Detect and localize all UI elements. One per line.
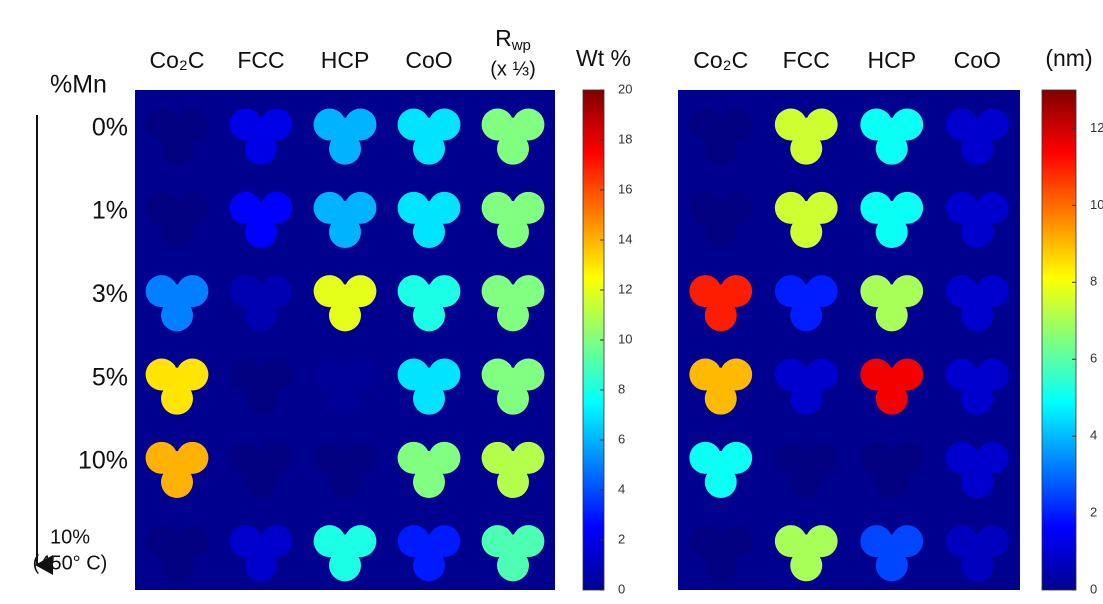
- colorbar-tick-label: 12: [618, 281, 632, 296]
- colorbar-tick-label: 20: [618, 81, 632, 96]
- colorbar-tick-label: 12: [1090, 120, 1103, 135]
- cell-map: [397, 108, 461, 165]
- cell-map: [481, 525, 545, 582]
- cell-map: [481, 441, 545, 498]
- colorbar-tick-label: 6: [618, 431, 625, 446]
- column-header: FCC: [783, 47, 830, 73]
- row-label: 10%: [50, 527, 90, 549]
- column-header: Rwp: [495, 25, 531, 54]
- cell-map: [689, 441, 753, 498]
- cell-map: [145, 191, 209, 248]
- header-note: (x ⅓): [490, 58, 536, 80]
- cell-map: [313, 108, 377, 165]
- cell-map: [313, 441, 377, 498]
- cell-map: [945, 108, 1009, 165]
- cell-map: [229, 275, 293, 332]
- cell-map: [313, 191, 377, 248]
- cell-map: [689, 358, 753, 415]
- colorbar-tick-label: 10: [1090, 197, 1103, 212]
- cell-map: [397, 358, 461, 415]
- row-title: %Mn: [50, 71, 107, 99]
- column-header: HCP: [867, 47, 916, 73]
- colorbar-tick-label: 0: [618, 581, 625, 596]
- cell-map: [945, 525, 1009, 582]
- cell-map: [397, 191, 461, 248]
- cell-map: [397, 275, 461, 332]
- cell-map: [689, 191, 753, 248]
- map-background: [678, 90, 1020, 590]
- cell-map: [229, 441, 293, 498]
- cell-map: [774, 358, 838, 415]
- colorbar: [1041, 89, 1077, 591]
- cell-map: [945, 441, 1009, 498]
- row-label: 0%: [92, 113, 128, 141]
- cell-map: [229, 525, 293, 582]
- row-label: 1%: [92, 197, 128, 225]
- cell-map: [145, 525, 209, 582]
- cell-map: [860, 441, 924, 498]
- cell-map: [860, 108, 924, 165]
- row-label: 5%: [92, 363, 128, 391]
- cell-map: [313, 525, 377, 582]
- cell-map: [689, 275, 753, 332]
- colorbar-tick-label: 4: [618, 481, 625, 496]
- column-header: CoO: [405, 47, 452, 73]
- cell-map: [229, 358, 293, 415]
- cell-map: [860, 191, 924, 248]
- header-main: R: [495, 25, 512, 51]
- cell-map: [774, 108, 838, 165]
- cell-map: [689, 108, 753, 165]
- colorbar-tick-label: 2: [618, 531, 625, 546]
- cell-map: [945, 358, 1009, 415]
- cell-map: [860, 525, 924, 582]
- header-sub: wp: [511, 37, 531, 54]
- cell-map: [774, 191, 838, 248]
- cell-map: [860, 275, 924, 332]
- column-header: Co₂C: [150, 47, 205, 73]
- cell-map: [860, 358, 924, 415]
- cell-map: [145, 441, 209, 498]
- row-label: 3%: [92, 280, 128, 308]
- cell-map: [481, 358, 545, 415]
- column-header: FCC: [237, 47, 284, 73]
- cell-map: [481, 275, 545, 332]
- colorbar-tick-label: 6: [1090, 351, 1097, 366]
- colorbar-tick-label: 8: [1090, 274, 1097, 289]
- row-label: 10%: [78, 447, 128, 475]
- cell-map: [774, 275, 838, 332]
- colorbar-tick-label: 8: [618, 381, 625, 396]
- cell-map: [145, 358, 209, 415]
- cell-map: [397, 525, 461, 582]
- column-header: CoO: [954, 47, 1001, 73]
- colorbar-tick-label: 16: [618, 181, 632, 196]
- cell-map: [313, 358, 377, 415]
- row-label: (450° C): [33, 553, 108, 575]
- cell-map: [481, 191, 545, 248]
- colorbar-tick-label: 10: [618, 331, 632, 346]
- cell-map: [397, 441, 461, 498]
- cell-map: [145, 275, 209, 332]
- cell-map: [945, 191, 1009, 248]
- cell-map: [313, 275, 377, 332]
- column-header: Co₂C: [693, 47, 748, 73]
- colorbar-tick-label: 14: [618, 231, 632, 246]
- colorbar-tick-label: 2: [1090, 505, 1097, 520]
- column-header: HCP: [321, 47, 370, 73]
- cell-map: [229, 191, 293, 248]
- cell-map: [145, 108, 209, 165]
- map-background: [135, 90, 555, 590]
- cell-map: [689, 525, 753, 582]
- colorbar-title: Wt %: [576, 45, 631, 71]
- cell-map: [774, 525, 838, 582]
- colorbar-title: (nm): [1045, 45, 1092, 71]
- cell-map: [229, 108, 293, 165]
- colorbar-tick-label: 4: [1090, 428, 1097, 443]
- colorbar-tick-label: 18: [618, 131, 632, 146]
- cell-map: [774, 441, 838, 498]
- cell-map: [481, 108, 545, 165]
- colorbar-tick-label: 0: [1090, 581, 1097, 596]
- cell-map: [945, 275, 1009, 332]
